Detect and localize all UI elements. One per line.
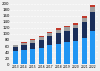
Bar — [39, 40, 44, 48]
Bar — [82, 18, 87, 22]
Bar — [56, 33, 61, 44]
Bar — [73, 23, 78, 24]
Bar — [90, 7, 95, 12]
Bar — [47, 32, 52, 33]
Bar — [30, 39, 35, 40]
Bar — [73, 28, 78, 41]
Bar — [30, 40, 35, 43]
Bar — [73, 41, 78, 64]
Bar — [13, 51, 18, 64]
Bar — [47, 36, 52, 45]
Bar — [30, 49, 35, 64]
Bar — [82, 16, 87, 18]
Bar — [21, 45, 27, 50]
Bar — [13, 47, 18, 51]
Bar — [82, 22, 87, 38]
Bar — [64, 42, 70, 64]
Bar — [82, 38, 87, 64]
Bar — [39, 36, 44, 37]
Bar — [56, 28, 61, 30]
Bar — [47, 45, 52, 64]
Bar — [73, 24, 78, 28]
Bar — [90, 5, 95, 7]
Bar — [90, 31, 95, 64]
Bar — [56, 30, 61, 33]
Bar — [21, 50, 27, 64]
Bar — [30, 43, 35, 49]
Bar — [90, 12, 95, 31]
Bar — [64, 27, 70, 31]
Bar — [21, 43, 27, 45]
Bar — [21, 42, 27, 43]
Bar — [39, 37, 44, 40]
Bar — [13, 45, 18, 47]
Bar — [64, 26, 70, 27]
Bar — [64, 31, 70, 42]
Bar — [47, 33, 52, 36]
Bar — [56, 44, 61, 64]
Bar — [39, 48, 44, 64]
